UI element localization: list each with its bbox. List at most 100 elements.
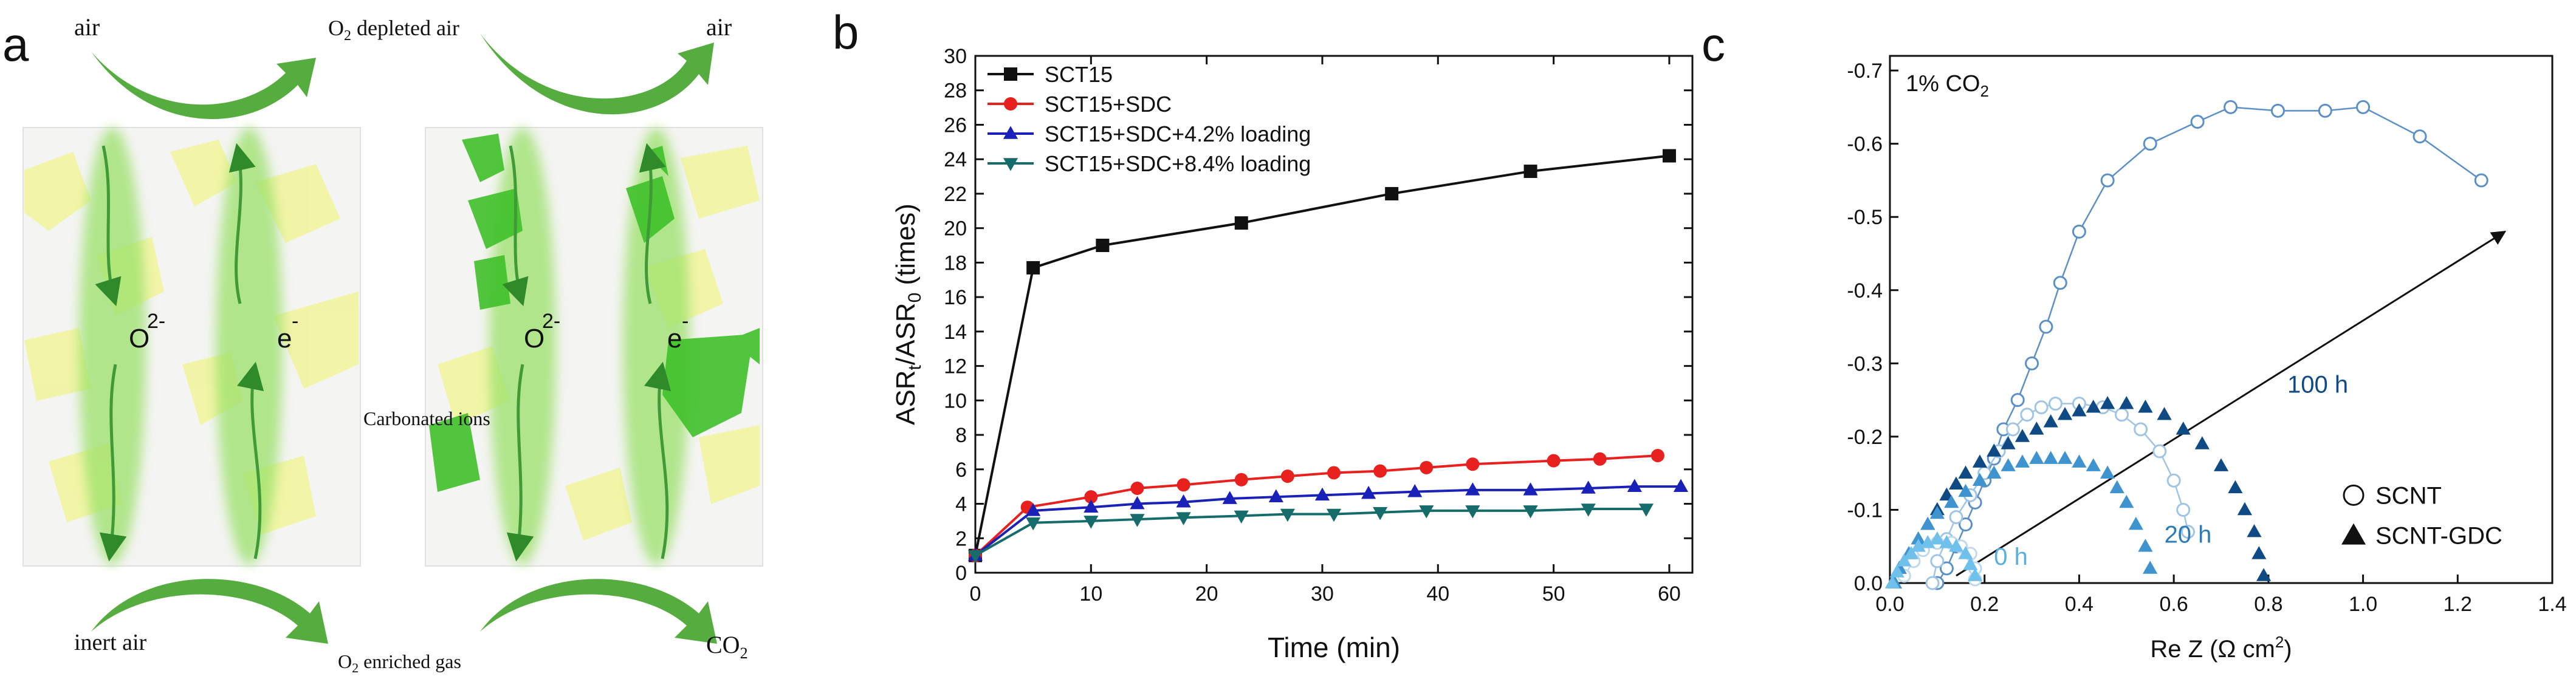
b-point-s1 [1084,490,1098,504]
c-xlabel-sup: 2 [2275,633,2284,651]
c-point-s4 [2138,539,2153,552]
c-point-s3 [2176,421,2191,435]
c-point-s3 [2157,407,2172,420]
c-point-s4 [2001,458,2016,471]
ion-e-right: e [667,324,682,353]
b-point-s3 [1130,514,1145,527]
label-o2-depleted-rest: depleted air [351,16,459,40]
c-point-s0 [2474,173,2488,188]
ion-o-left: O [129,324,149,353]
b-point-s3 [967,550,983,564]
c-point-s3 [1958,465,1973,479]
label-o2-enriched-rest: enriched gas [359,650,461,672]
c-point-s4 [2029,451,2044,464]
b-point-s1 [1547,454,1561,468]
label-co2-sub: 2 [740,644,748,662]
c-point-s0 [2413,129,2427,144]
b-point-s2 [1523,482,1538,496]
panel-c-annotation: 1% CO2 [1906,71,1989,100]
b-ylabel-mid: /ASR [891,302,921,365]
b-ytick-label: 4 [955,493,967,516]
c-point-s0 [2143,137,2157,151]
c-point-s4 [2109,480,2124,494]
b-ytick-label: 12 [944,355,967,378]
ion-labels: O 2- e - O 2- e - [129,310,689,353]
b-point-s2 [1361,485,1376,499]
label-o2-enriched-o: O [338,650,352,672]
c-point-s4 [1929,505,1945,519]
b-point-s0 [1385,186,1399,200]
c-point-s1 [2005,422,2020,437]
c-point-s3 [1987,443,2002,457]
c-ytick-label: 0.0 [1854,572,1883,595]
b-ylabel-sub2: 0 [905,293,925,303]
c-legend-open-circle [2343,484,2365,506]
c-xtick-label: 0.4 [2065,593,2093,616]
b-ytick-label: 26 [944,114,967,137]
b-point-s2 [1026,503,1041,516]
panel-c-xlabel: Re Z (Ω cm2) [2150,633,2292,663]
b-point-s1 [1280,469,1294,483]
b-ytick-label: 28 [944,80,967,103]
b-xtick-label: 50 [1542,582,1565,606]
c-anno-main: 1% CO [1906,71,1980,97]
b-point-s2 [1176,494,1191,508]
label-o2-depleted: O2 depleted air [328,16,459,44]
b-legend-marker-0 [1004,67,1017,81]
b-xtick-label: 0 [970,582,981,606]
c-point-s0 [2010,393,2025,408]
b-ylabel-asr: ASR [891,370,921,425]
c-anno-sub: 2 [1980,82,1988,100]
b-point-s3 [1326,508,1342,522]
b-ytick-label: 30 [944,45,967,68]
c-point-s5 [1903,546,1919,559]
conduction-glow [79,128,690,565]
c-point-s1 [2020,408,2035,422]
b-point-s0 [1026,261,1040,275]
b-point-s3 [1638,503,1654,517]
c-ytick-label: -0.1 [1847,499,1883,522]
c-legend-triangle [2341,523,2366,545]
b-plot-frame [974,55,1694,574]
b-point-s2 [1268,489,1283,502]
c-point-s3 [1948,476,1964,490]
c-point-s5 [1968,568,1983,581]
c-point-s3 [2237,502,2253,516]
b-xtick-label: 20 [1195,582,1218,606]
c-ytick-label: -0.2 [1847,426,1883,449]
c-xtick-label: 1.2 [2444,593,2472,616]
c-point-s4 [1958,483,1973,497]
c-point-s3 [2247,524,2262,537]
c-point-s1 [2181,525,2195,539]
c-point-s3 [2251,546,2267,559]
c-point-s1 [1925,576,1940,590]
b-point-s2 [1673,479,1689,492]
b-point-s1 [1466,457,1480,471]
c-ytick-label: -0.6 [1847,133,1883,156]
b-point-s2 [1084,499,1099,513]
b-point-s3 [1234,510,1249,524]
label-20h: 20 h [2165,522,2212,548]
c-point-s5 [1897,553,1912,567]
b-ylabel-tail: (times) [891,203,921,293]
b-ytick-label: 2 [955,527,967,550]
b-series-line-3 [975,508,1646,557]
label-o2-enriched: O2 enriched gas [338,650,461,675]
c-point-s5 [1948,539,1964,552]
label-air-right: air [706,13,732,41]
c-point-s3 [2213,458,2229,471]
flow-labels: air O2 depleted air air inert air O2 enr… [74,13,748,675]
b-point-s3 [1465,505,1480,519]
b-ytick-label: 24 [944,148,967,171]
b-point-s0 [1234,216,1248,230]
ion-e-left: e [277,324,292,353]
ion-o-left-sup: 2- [147,310,165,333]
b-point-s1 [1130,482,1144,496]
b-legend-label-2: SCT15+SDC+4.2% loading [1045,121,1311,146]
carbonated-ions-label: Carbonated ions [363,408,490,429]
c-point-s3 [2001,436,2016,449]
c-point-s3 [2138,400,2153,413]
label-co2-main: CO [706,631,740,658]
